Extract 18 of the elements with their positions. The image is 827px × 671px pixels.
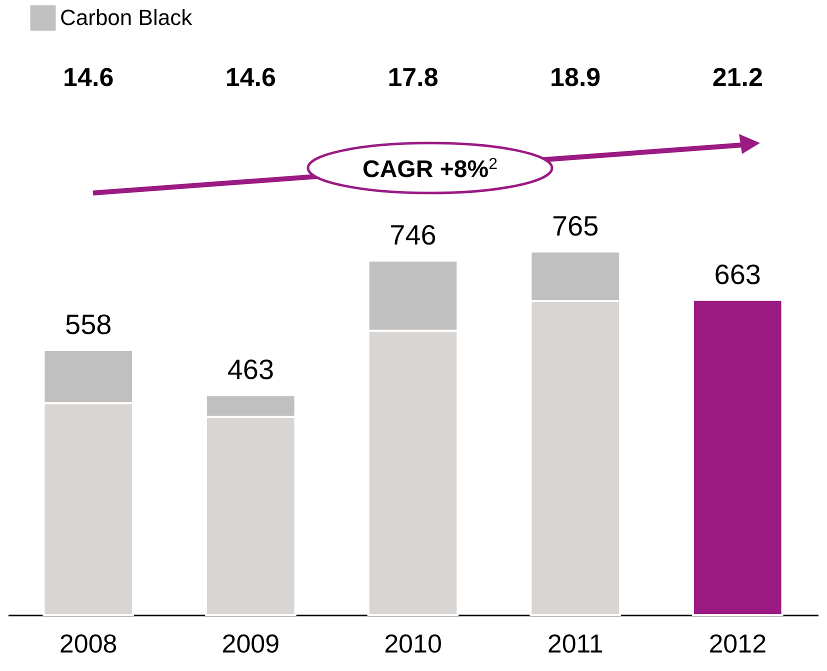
bar	[692, 298, 784, 616]
annotation: 558	[64, 309, 112, 340]
text: 17.8	[388, 62, 438, 92]
annotation: 663	[714, 258, 762, 290]
legend-label: Carbon Black	[60, 5, 194, 30]
x-tick-label: 2010	[384, 628, 442, 658]
annotation: 765	[552, 210, 599, 242]
text: 18.9	[550, 62, 601, 92]
annotation: 746	[390, 220, 436, 251]
x-tick-label: 2012	[708, 628, 767, 658]
x-tick-label: 2011	[547, 628, 604, 658]
text: 14.6	[225, 62, 276, 92]
text: 14.6	[63, 62, 114, 92]
text: 21.2	[712, 62, 763, 92]
x-tick-label: 2008	[59, 628, 118, 658]
annotation: 463	[227, 354, 274, 386]
x-tick-label: 2009	[222, 628, 280, 658]
text: CAGR +8%$^{2}$	[362, 156, 498, 183]
